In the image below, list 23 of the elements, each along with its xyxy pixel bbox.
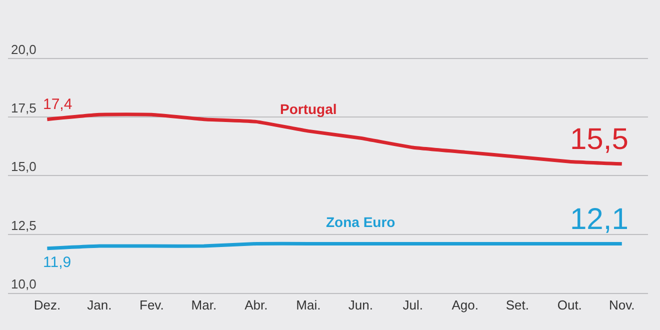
series-label: Zona Euro [326,214,396,230]
data-label: 12,1 [570,203,628,236]
y-tick-label: 15,0 [11,159,36,174]
x-tick-label: Mai. [296,298,321,313]
series-label: Portugal [280,101,337,117]
data-label: 17,4 [43,96,72,113]
x-tick-label: Dez. [34,298,61,313]
x-tick-label: Out. [557,298,582,313]
y-tick-label: 12,5 [11,218,36,233]
y-tick-label: 20,0 [11,42,36,57]
y-tick-label: 10,0 [11,276,36,292]
data-label: 11,9 [43,254,72,271]
x-tick-label: Abr. [244,298,268,313]
x-tick-label: Set. [506,298,529,313]
x-tick-label: Fev. [140,298,164,313]
data-label: 15,5 [570,123,628,156]
x-tick-label: Ago. [452,298,479,313]
x-tick-label: Jun. [348,298,373,313]
x-tick-label: Jul. [402,298,424,313]
x-tick-label: Jan. [87,298,112,313]
y-tick-label: 17,5 [11,100,36,116]
x-tick-label: Mar. [191,298,217,313]
x-tick-label: Nov. [608,298,635,313]
